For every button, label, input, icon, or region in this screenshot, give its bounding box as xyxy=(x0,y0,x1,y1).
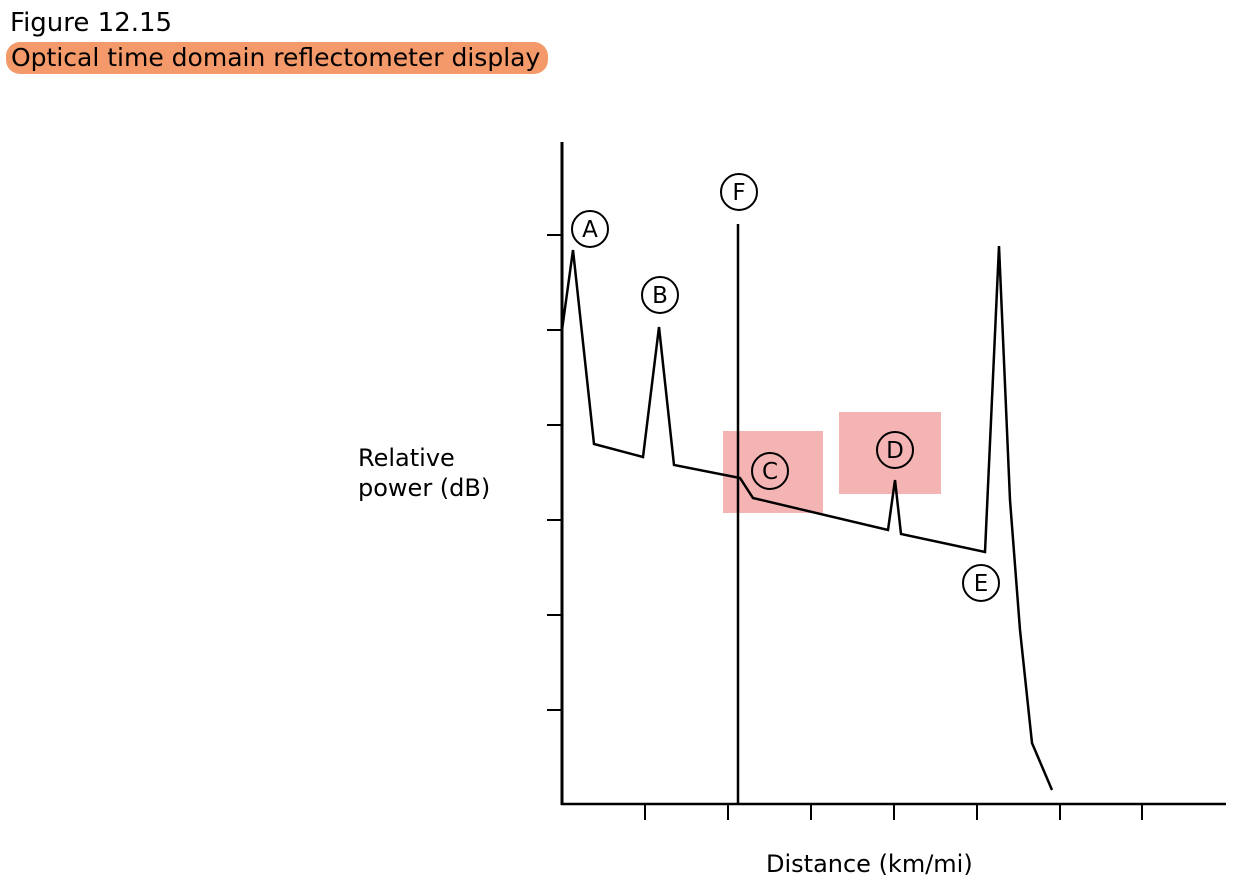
marker-d-label: D xyxy=(886,438,904,464)
marker-c-label: C xyxy=(762,459,778,485)
marker-d-circle xyxy=(876,431,914,469)
y-axis-label-line-1: Relative xyxy=(358,444,455,472)
figure-number: Figure 12.15 xyxy=(10,8,173,38)
marker-c-circle xyxy=(751,452,789,490)
marker-a-circle xyxy=(571,210,609,248)
marker-f: F xyxy=(720,173,758,211)
marker-b-circle xyxy=(641,276,679,314)
marker-c: C xyxy=(751,452,789,490)
marker-f-label: F xyxy=(732,180,745,206)
y-axis-label-line-2: power (dB) xyxy=(358,474,491,502)
highlight-box-d xyxy=(839,412,941,494)
highlight-box-c xyxy=(723,431,823,513)
otdr-trace xyxy=(560,245,1054,791)
marker-b-label: B xyxy=(652,283,668,309)
marker-d: D xyxy=(876,431,914,469)
marker-a-label: A xyxy=(582,217,598,243)
marker-e: E xyxy=(962,564,1000,602)
marker-a: A xyxy=(571,210,609,248)
y-axis-label: Relative power (dB) xyxy=(358,443,490,503)
marker-f-circle xyxy=(720,173,758,211)
x-axis-label: Distance (km/mi) xyxy=(766,850,973,878)
x-axis-ticks xyxy=(644,804,1143,820)
marker-b: B xyxy=(641,276,679,314)
y-axis-ticks xyxy=(547,234,562,711)
figure-title: Optical time domain reflectometer displa… xyxy=(6,42,549,74)
marker-e-label: E xyxy=(974,571,989,597)
marker-e-circle xyxy=(962,564,1000,602)
